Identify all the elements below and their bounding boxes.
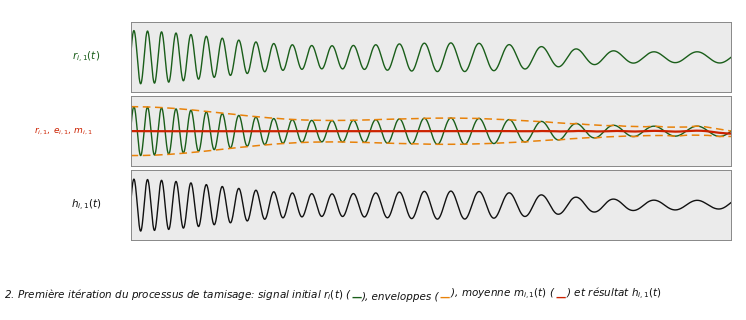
Text: —: — xyxy=(555,292,565,302)
Y-axis label: $r_{i,1}(t)$: $r_{i,1}(t)$ xyxy=(72,50,100,65)
Y-axis label: $r_{i,1},\,e_{i,1},\,m_{i,1}$: $r_{i,1},\,e_{i,1},\,m_{i,1}$ xyxy=(34,125,93,137)
Text: ) et résultat $h_{i,1}(t)$: ) et résultat $h_{i,1}(t)$ xyxy=(565,286,661,302)
Text: —: — xyxy=(439,292,450,302)
Y-axis label: $h_{i,1}(t)$: $h_{i,1}(t)$ xyxy=(71,197,101,213)
Text: ), moyenne $m_{i,1}(t)$ (: ), moyenne $m_{i,1}(t)$ ( xyxy=(450,287,555,302)
Text: ), enveloppes (: ), enveloppes ( xyxy=(362,292,439,302)
Text: —: — xyxy=(351,292,362,302)
Text: 2. Première itération du processus de tamisage: signal initial $r_i(t)$ (: 2. Première itération du processus de ta… xyxy=(4,287,351,302)
